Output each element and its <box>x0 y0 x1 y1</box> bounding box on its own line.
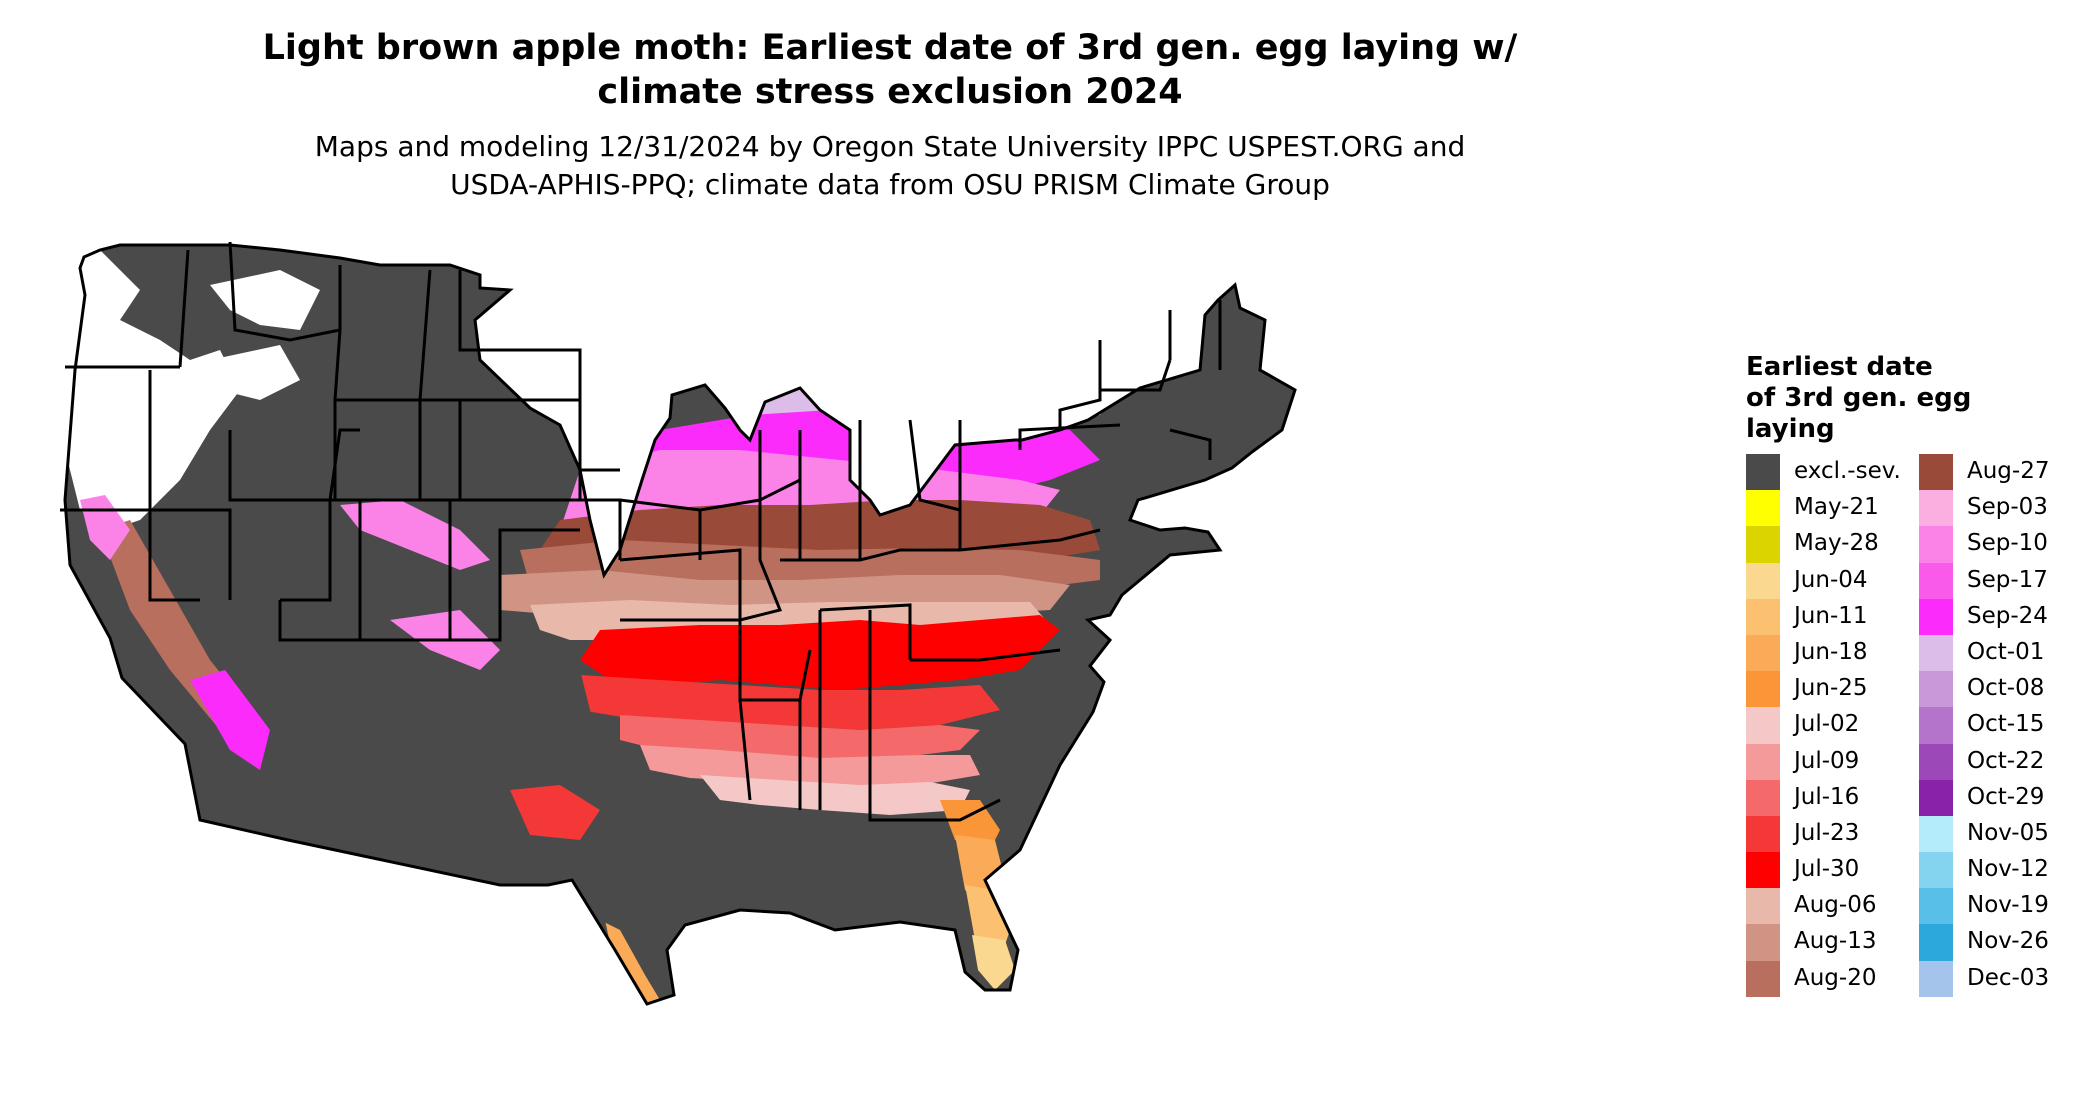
state-borders <box>60 241 1297 1006</box>
legend-swatch <box>1919 634 1953 672</box>
legend-label: excl.-sev. <box>1794 458 1901 484</box>
legend-label: Jun-25 <box>1794 675 1868 702</box>
legend-title-line-1: Earliest date <box>1746 352 1933 382</box>
legend-swatch <box>1746 598 1780 635</box>
legend-label: Oct-01 <box>1967 638 2045 665</box>
legend-label: Jun-18 <box>1794 638 1868 665</box>
legend-swatch <box>1746 562 1780 599</box>
legend-label: Sep-17 <box>1967 566 2048 593</box>
legend-swatch <box>1746 852 1780 889</box>
legend-swatch <box>1919 526 1953 563</box>
legend-swatch <box>1746 490 1780 527</box>
legend-label: Jun-04 <box>1794 566 1868 593</box>
zone-white-great-lakes <box>780 300 860 370</box>
legend-swatch <box>1746 924 1780 961</box>
zone-white-midwest <box>910 380 1020 410</box>
legend-swatch <box>1746 707 1780 744</box>
map-title-line-2: climate stress exclusion 2024 <box>597 72 1183 112</box>
legend-swatch <box>1919 960 1953 997</box>
us-map <box>60 241 1297 1006</box>
zone-texas-coast <box>600 920 660 1004</box>
legend: Earliest date of 3rd gen. egg laying exc… <box>1746 352 2049 997</box>
legend-label: Jul-02 <box>1794 711 1860 738</box>
legend-swatch <box>1746 815 1780 853</box>
legend-label: Oct-15 <box>1967 711 2045 738</box>
legend-swatch <box>1919 852 1953 889</box>
map-title-line-1: Light brown apple moth: Earliest date of… <box>262 28 1518 68</box>
legend-columns: excl.-sev. May-21 May-28 Jun-04 Jun-11 Jun-18… <box>1746 454 2086 1014</box>
map-subtitle-line-2: USDA-APHIS-PPQ; climate data from OSU PR… <box>450 168 1330 201</box>
legend-swatch <box>1746 888 1780 925</box>
zone-texas-red <box>510 785 600 840</box>
legend-label: Sep-10 <box>1967 530 2048 557</box>
legend-swatch <box>1919 779 1953 816</box>
zone-jul-09 <box>640 745 980 785</box>
legend-label: Aug-13 <box>1794 928 1877 955</box>
legend-label: Oct-22 <box>1967 747 2045 774</box>
legend-swatch <box>1919 924 1953 961</box>
legend-title: Earliest date of 3rd gen. egg laying <box>1746 352 2036 445</box>
legend-swatch <box>1746 671 1780 708</box>
legend-swatch <box>1919 888 1953 925</box>
map-subtitle-line-1: Maps and modeling 12/31/2024 by Oregon S… <box>314 130 1466 163</box>
legend-swatch <box>1919 490 1953 527</box>
legend-title-line-2: of 3rd gen. egg <box>1746 383 1972 413</box>
zone-white-oregon <box>210 345 300 400</box>
legend-swatch <box>1919 562 1953 599</box>
legend-label: Sep-03 <box>1967 494 2048 521</box>
legend-label: Aug-20 <box>1794 964 1877 991</box>
legend-label: Aug-27 <box>1967 458 2050 484</box>
zone-cal-pink-2 <box>190 670 270 770</box>
legend-label: Nov-26 <box>1967 928 2049 955</box>
legend-swatch <box>1919 707 1953 744</box>
legend-swatch <box>1919 743 1953 780</box>
zone-white-michigan <box>860 350 980 445</box>
legend-label: Jul-30 <box>1794 856 1860 883</box>
legend-label: Oct-08 <box>1967 675 2045 702</box>
legend-swatch <box>1919 598 1953 635</box>
legend-label: Aug-06 <box>1794 892 1877 919</box>
zone-jul-23 <box>580 675 1000 730</box>
map-subtitle: Maps and modeling 12/31/2024 by Oregon S… <box>0 128 1780 204</box>
map-title: Light brown apple moth: Earliest date of… <box>0 26 1780 114</box>
zone-white-idaho <box>210 270 320 330</box>
legend-label: May-28 <box>1794 530 1879 557</box>
legend-swatch <box>1919 454 1953 491</box>
legend-label: Sep-24 <box>1967 602 2048 629</box>
zone-west-pink <box>340 500 490 570</box>
legend-label: Nov-19 <box>1967 892 2049 919</box>
legend-label: Nov-05 <box>1967 819 2049 846</box>
legend-swatch <box>1746 779 1780 816</box>
legend-swatch <box>1919 671 1953 708</box>
legend-swatch <box>1746 743 1780 780</box>
zone-jun-25 <box>940 800 1000 850</box>
legend-label: Jun-11 <box>1794 602 1868 629</box>
legend-swatch <box>1746 454 1780 491</box>
legend-swatch <box>1746 634 1780 672</box>
legend-swatch <box>1746 526 1780 563</box>
legend-label: Nov-12 <box>1967 856 2049 883</box>
legend-label: Dec-03 <box>1967 964 2050 991</box>
legend-label: Jul-16 <box>1794 783 1860 810</box>
legend-title-line-3: laying <box>1746 414 1835 444</box>
zone-jul-02 <box>700 775 970 815</box>
legend-label: Jul-09 <box>1794 747 1860 774</box>
legend-label: Jul-23 <box>1794 819 1860 846</box>
zone-jun-04 <box>972 935 1015 990</box>
legend-swatch <box>1746 960 1780 997</box>
legend-swatch <box>1919 815 1953 853</box>
legend-label: May-21 <box>1794 494 1879 521</box>
legend-label: Oct-29 <box>1967 783 2045 810</box>
